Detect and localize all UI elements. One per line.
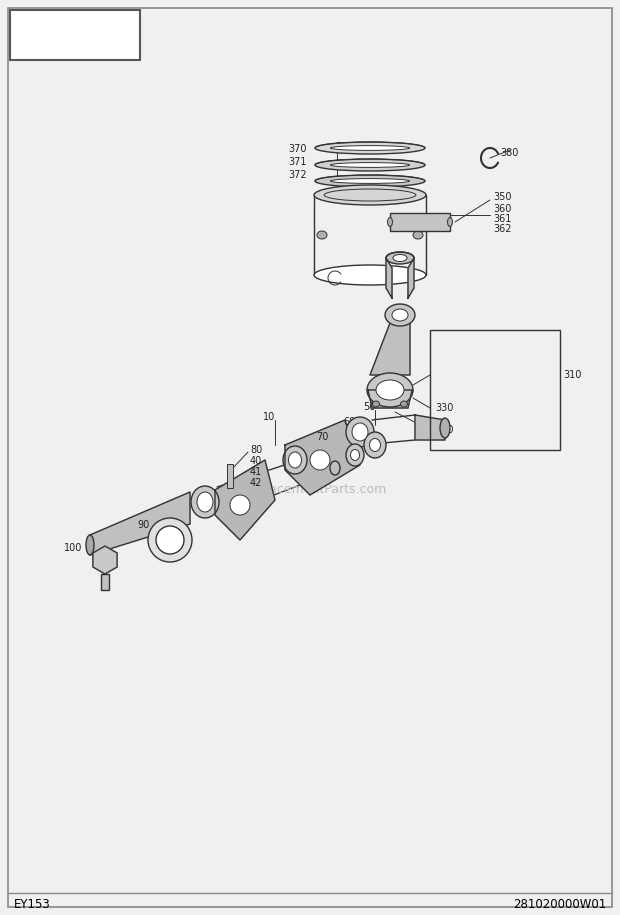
Ellipse shape (376, 380, 404, 400)
Text: 372: 372 (288, 170, 307, 180)
Ellipse shape (386, 252, 414, 264)
Bar (430, 330, 560, 450)
Ellipse shape (388, 218, 392, 227)
Text: 42: 42 (250, 478, 262, 488)
Ellipse shape (86, 535, 94, 555)
Bar (227, 464, 233, 488)
Text: 50: 50 (363, 402, 375, 412)
Ellipse shape (392, 309, 408, 321)
Ellipse shape (364, 432, 386, 458)
Ellipse shape (346, 417, 374, 447)
Ellipse shape (156, 526, 184, 554)
Text: 310: 310 (563, 370, 582, 380)
Ellipse shape (440, 418, 450, 438)
Ellipse shape (315, 159, 425, 171)
Polygon shape (415, 415, 445, 440)
Text: 360: 360 (493, 204, 512, 214)
Polygon shape (285, 420, 360, 495)
Text: 370: 370 (288, 144, 306, 154)
Text: 10: 10 (263, 412, 275, 422)
Text: 350: 350 (493, 192, 512, 202)
Circle shape (230, 495, 250, 515)
Text: 70: 70 (316, 432, 328, 442)
Text: 371: 371 (288, 157, 306, 167)
Bar (390, 213, 450, 231)
Ellipse shape (314, 265, 426, 285)
Text: EY153: EY153 (14, 899, 51, 911)
Ellipse shape (148, 518, 192, 562)
Ellipse shape (352, 423, 368, 441)
Ellipse shape (393, 254, 407, 262)
Ellipse shape (315, 175, 425, 187)
Polygon shape (93, 546, 117, 574)
Text: 41: 41 (250, 467, 262, 477)
Text: 330: 330 (435, 403, 453, 413)
Text: 90: 90 (138, 520, 150, 530)
Ellipse shape (330, 178, 410, 183)
Text: 40: 40 (250, 456, 262, 466)
Bar (10, 10, 140, 60)
Text: 380: 380 (500, 148, 518, 158)
Ellipse shape (191, 486, 219, 518)
Text: 100: 100 (64, 543, 82, 553)
Text: 281020000W01: 281020000W01 (513, 899, 606, 911)
Text: eReplacementParts.com: eReplacementParts.com (234, 483, 386, 497)
Ellipse shape (330, 461, 340, 475)
Ellipse shape (324, 189, 416, 201)
Ellipse shape (330, 145, 410, 150)
Ellipse shape (330, 163, 410, 167)
Polygon shape (386, 258, 392, 298)
Ellipse shape (197, 492, 213, 512)
Text: 320: 320 (435, 425, 453, 435)
Text: 361: 361 (493, 214, 512, 224)
Ellipse shape (317, 231, 327, 239)
Bar (101, 574, 109, 590)
Ellipse shape (373, 401, 379, 407)
Text: 60: 60 (343, 417, 355, 427)
Ellipse shape (314, 185, 426, 205)
Ellipse shape (385, 304, 415, 326)
Polygon shape (90, 492, 190, 555)
Ellipse shape (413, 231, 423, 239)
Ellipse shape (288, 452, 301, 468)
Polygon shape (215, 460, 275, 540)
Ellipse shape (401, 401, 407, 407)
Ellipse shape (283, 446, 307, 474)
Ellipse shape (367, 373, 413, 407)
Polygon shape (368, 390, 412, 408)
Text: 80: 80 (250, 445, 262, 455)
Polygon shape (408, 258, 414, 298)
Text: 362: 362 (493, 224, 512, 234)
Ellipse shape (350, 449, 360, 460)
Text: FIG. 200: FIG. 200 (16, 25, 134, 49)
Polygon shape (370, 323, 410, 375)
Ellipse shape (315, 142, 425, 154)
Circle shape (310, 450, 330, 470)
Ellipse shape (370, 438, 381, 451)
Ellipse shape (448, 218, 453, 227)
Ellipse shape (346, 444, 364, 466)
